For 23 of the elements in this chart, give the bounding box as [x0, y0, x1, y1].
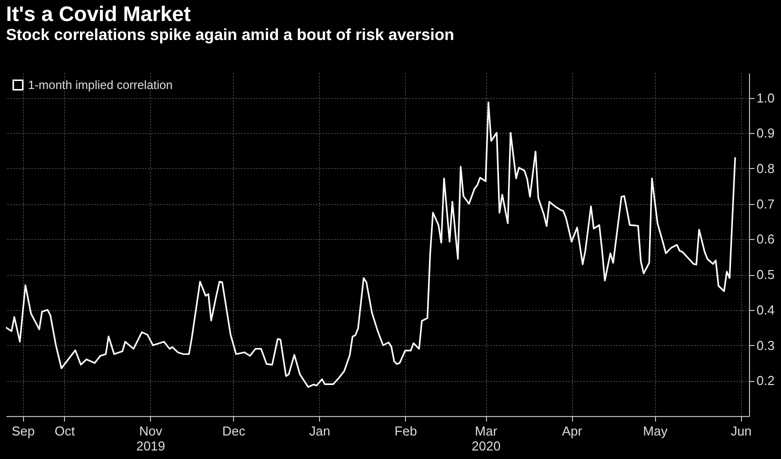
chart-subtitle: Stock correlations spike again amid a bout of risk aversion [6, 27, 454, 44]
y-tick-label: 0.4 [756, 302, 775, 318]
y-tick-label: 0.6 [756, 232, 775, 247]
x-tick-label: Apr [562, 424, 583, 438]
x-tick-label: Nov 2019 [136, 424, 166, 454]
x-tick-label: Sep [12, 424, 35, 438]
x-tick-label: Mar 2020 [472, 424, 501, 454]
x-tick-label: Feb [394, 424, 417, 438]
chart-title: It's a Covid Market [6, 3, 191, 26]
x-tick-label: Dec [222, 424, 246, 438]
legend-label: 1-month implied correlation [28, 78, 173, 92]
x-tick-label: May [642, 424, 668, 438]
x-tick-label: Jun [730, 424, 752, 438]
x-tick-label: Jan [309, 424, 330, 438]
y-tick-label: 0.2 [756, 373, 775, 388]
y-tick-label: 0.5 [756, 267, 775, 282]
line-series [6, 102, 736, 388]
y-tick-label: 1.0 [756, 90, 775, 106]
y-tick-label: 0.9 [756, 126, 775, 141]
y-tick-label: 0.7 [756, 196, 775, 212]
x-tick-label: Oct [54, 424, 76, 438]
y-tick-label: 0.8 [756, 160, 775, 176]
y-tick-label: 0.3 [756, 338, 775, 353]
